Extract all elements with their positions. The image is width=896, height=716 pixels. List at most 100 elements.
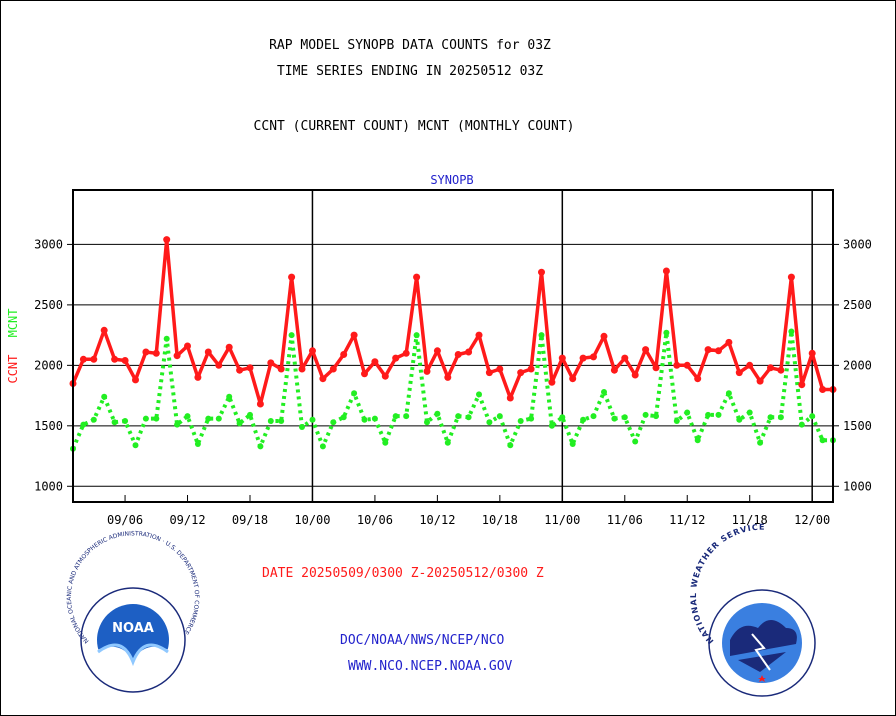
data-point-ccnt — [433, 347, 441, 355]
data-point-mcnt — [777, 414, 784, 421]
data-point-ccnt — [173, 352, 181, 360]
data-point-ccnt — [329, 365, 337, 373]
data-point-mcnt — [288, 332, 295, 339]
data-point-mcnt — [673, 418, 680, 424]
data-point-mcnt — [319, 443, 326, 450]
data-point-ccnt — [350, 331, 358, 339]
data-point-mcnt — [632, 438, 639, 445]
data-point-ccnt — [715, 347, 722, 355]
data-point-mcnt — [642, 411, 649, 418]
data-point-ccnt — [163, 236, 171, 244]
series-line-ccnt — [71, 237, 833, 406]
x-axis: 09/06 09/12 09/18 10/00 10/06 10/12 10/18 11/00… — [107, 495, 830, 527]
data-point-ccnt — [142, 348, 150, 356]
data-point-ccnt — [340, 351, 348, 358]
data-point-ccnt — [704, 346, 712, 354]
data-point-mcnt — [205, 415, 212, 422]
y-axis-label-mcnt: MCNT — [6, 308, 20, 337]
date-range: DATE 20250509/0300 Z-20250512/0300 Z — [262, 566, 544, 581]
data-point-mcnt — [267, 418, 274, 424]
y-tick-left-label: 3000 — [34, 237, 63, 251]
data-point-ccnt — [309, 347, 316, 355]
data-point-mcnt — [215, 415, 222, 422]
data-point-mcnt — [434, 410, 441, 417]
header-legend-description: CCNT (CURRENT COUNT) MCNT (MONTHLY COUNT… — [253, 119, 575, 134]
data-point-ccnt — [777, 366, 785, 374]
data-point-ccnt — [288, 273, 296, 281]
x-tick-label: 09/12 — [169, 513, 205, 527]
data-point-ccnt — [277, 365, 285, 373]
data-point-mcnt — [621, 414, 628, 421]
data-point-mcnt — [486, 419, 493, 426]
data-point-mcnt — [122, 418, 129, 424]
nws-logo: NATIONAL WEATHER SERVICE — [689, 523, 816, 697]
data-point-mcnt — [163, 335, 170, 342]
data-point-mcnt — [330, 419, 337, 426]
data-point-mcnt — [80, 421, 87, 428]
data-point-mcnt — [715, 411, 722, 418]
data-point-mcnt — [194, 441, 201, 447]
data-point-mcnt — [580, 416, 587, 423]
data-point-ccnt — [152, 349, 160, 357]
data-point-ccnt — [683, 361, 691, 369]
data-point-ccnt — [735, 369, 743, 377]
data-point-mcnt — [382, 439, 389, 446]
data-point-ccnt — [527, 365, 535, 373]
data-point-ccnt — [402, 349, 410, 357]
data-point-ccnt — [798, 381, 806, 389]
data-point-mcnt — [507, 442, 514, 449]
data-point-mcnt — [174, 421, 181, 428]
x-tick-label: 11/00 — [544, 513, 580, 527]
data-point-ccnt — [132, 376, 139, 384]
data-point-mcnt — [725, 390, 732, 397]
data-point-mcnt — [101, 393, 108, 400]
data-point-ccnt — [121, 357, 129, 364]
data-point-ccnt — [652, 364, 660, 372]
noaa-logo: NOAA NATIONAL OCEANIC AND ATMOSPHERIC AD… — [66, 530, 200, 693]
data-point-mcnt — [736, 416, 743, 423]
data-point-mcnt — [767, 414, 774, 421]
x-tick-label: 09/18 — [232, 513, 268, 527]
data-point-ccnt — [819, 386, 827, 393]
x-tick-label: 10/00 — [294, 513, 330, 527]
y-tick-left-label: 1500 — [34, 419, 63, 433]
data-point-ccnt — [465, 348, 473, 356]
data-point-mcnt — [351, 390, 358, 397]
data-point-ccnt — [371, 358, 379, 366]
data-point-ccnt — [194, 373, 202, 381]
data-point-ccnt — [673, 361, 681, 369]
data-point-ccnt — [517, 369, 525, 377]
x-tick-label: 11/06 — [607, 513, 643, 527]
header-title: RAP MODEL SYNOPB DATA COUNTS for 03Z — [269, 38, 551, 53]
data-point-mcnt — [403, 413, 410, 420]
x-tick-label: 10/18 — [482, 513, 518, 527]
data-point-ccnt — [558, 354, 566, 362]
data-point-ccnt — [225, 343, 233, 351]
data-point-ccnt — [184, 342, 191, 350]
data-point-ccnt — [808, 349, 816, 357]
data-point-mcnt — [424, 419, 430, 426]
x-tick-label: 11/18 — [732, 513, 768, 527]
data-point-mcnt — [413, 332, 420, 339]
noaa-logo-text: NOAA — [112, 621, 154, 636]
data-point-mcnt — [142, 415, 149, 422]
y-tick-right-label: 3000 — [843, 237, 872, 251]
data-point-mcnt — [90, 416, 97, 423]
data-point-ccnt — [787, 273, 795, 281]
y-axis-left: 1000 1500 2000 2500 3000 — [34, 237, 73, 493]
data-point-mcnt — [309, 416, 316, 423]
data-point-mcnt — [819, 437, 826, 444]
data-point-mcnt — [184, 413, 191, 420]
data-point-mcnt — [236, 420, 243, 427]
series-layer — [69, 236, 837, 452]
data-point-ccnt — [361, 370, 368, 378]
data-point-ccnt — [204, 348, 212, 356]
x-tick-label: 12/00 — [794, 513, 830, 527]
data-point-mcnt — [746, 409, 753, 416]
data-point-ccnt — [236, 366, 244, 374]
data-point-mcnt — [153, 415, 160, 422]
y-axis-label-group: CCNT MCNT — [6, 308, 20, 383]
data-point-ccnt — [267, 359, 275, 367]
data-point-mcnt — [601, 389, 607, 395]
